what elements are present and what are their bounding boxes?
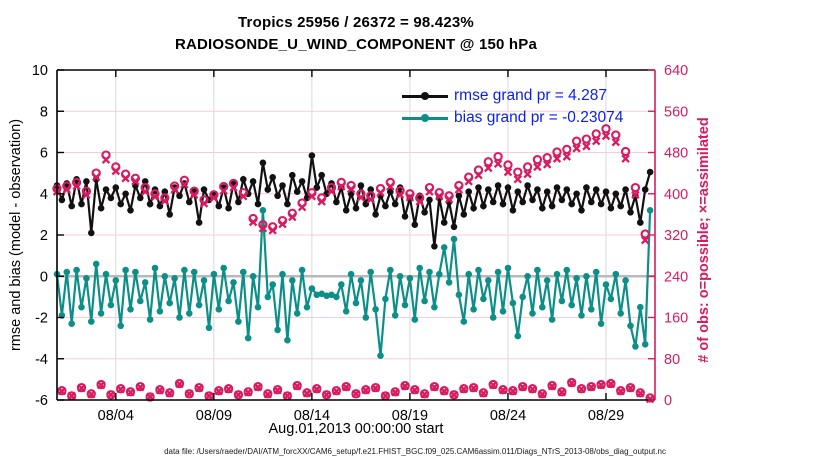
- svg-text:640: 640: [664, 63, 688, 79]
- x-tick-labels: 08/04 08/09 08/14 08/19 08/24 08/29: [98, 408, 624, 424]
- legend: rmse grand pr = 4.287 bias grand pr = -0…: [402, 85, 623, 129]
- svg-text:0: 0: [40, 269, 48, 285]
- svg-text:08/24: 08/24: [490, 408, 526, 424]
- svg-text:240: 240: [664, 269, 688, 285]
- data-file-path: data file: /Users/raeder/DAI/ATM_forcXX/…: [164, 447, 666, 456]
- svg-text:6: 6: [40, 146, 48, 162]
- chart-subtitle: RADIOSONDE_U_WIND_COMPONENT @ 150 hPa: [174, 36, 538, 53]
- assimilated-obs-markers: [52, 131, 655, 404]
- bias-series: [53, 207, 654, 360]
- x-axis-label: Aug.01,2013 00:00:00 start: [268, 421, 444, 437]
- svg-text:08/04: 08/04: [98, 408, 134, 424]
- svg-text:80: 80: [664, 352, 680, 368]
- svg-text:4: 4: [40, 187, 48, 203]
- right-axis-label: # of obs: o=possible; ×=assimilated: [696, 117, 712, 363]
- svg-text:320: 320: [664, 228, 688, 244]
- horizontal-gridlines: [57, 110, 655, 360]
- bias-line-sample-icon: [402, 113, 448, 123]
- svg-text:-6: -6: [35, 393, 48, 409]
- svg-text:2: 2: [40, 228, 48, 244]
- chart-title: Tropics 25956 / 26372 = 98.423%: [238, 14, 474, 31]
- legend-label-rmse: rmse grand pr = 4.287: [454, 87, 607, 104]
- possible-obs-markers: [52, 124, 655, 403]
- svg-text:160: 160: [664, 311, 688, 327]
- svg-text:08/19: 08/19: [392, 408, 428, 424]
- svg-text:560: 560: [664, 104, 688, 120]
- right-tick-labels: 640 560 480 400 320 240 160 80 0: [664, 63, 688, 409]
- legend-row-bias: bias grand pr = -0.23074: [402, 107, 623, 129]
- svg-text:-4: -4: [35, 352, 48, 368]
- svg-text:08/14: 08/14: [294, 408, 330, 424]
- svg-text:8: 8: [40, 104, 48, 120]
- svg-text:-2: -2: [35, 311, 48, 327]
- svg-text:08/09: 08/09: [196, 408, 232, 424]
- left-tick-labels: 10 8 6 4 2 0 -2 -4 -6: [32, 63, 48, 409]
- svg-text:400: 400: [664, 187, 688, 203]
- axis-ticks: [57, 69, 655, 401]
- svg-text:08/29: 08/29: [588, 408, 624, 424]
- rmse-line-sample-icon: [402, 91, 448, 101]
- svg-text:10: 10: [32, 63, 48, 79]
- legend-row-rmse: rmse grand pr = 4.287: [402, 85, 623, 107]
- left-axis-label: rmse and bias (model - observation): [8, 118, 24, 352]
- svg-text:0: 0: [664, 393, 672, 409]
- svg-text:480: 480: [664, 146, 688, 162]
- legend-label-bias: bias grand pr = -0.23074: [454, 109, 624, 126]
